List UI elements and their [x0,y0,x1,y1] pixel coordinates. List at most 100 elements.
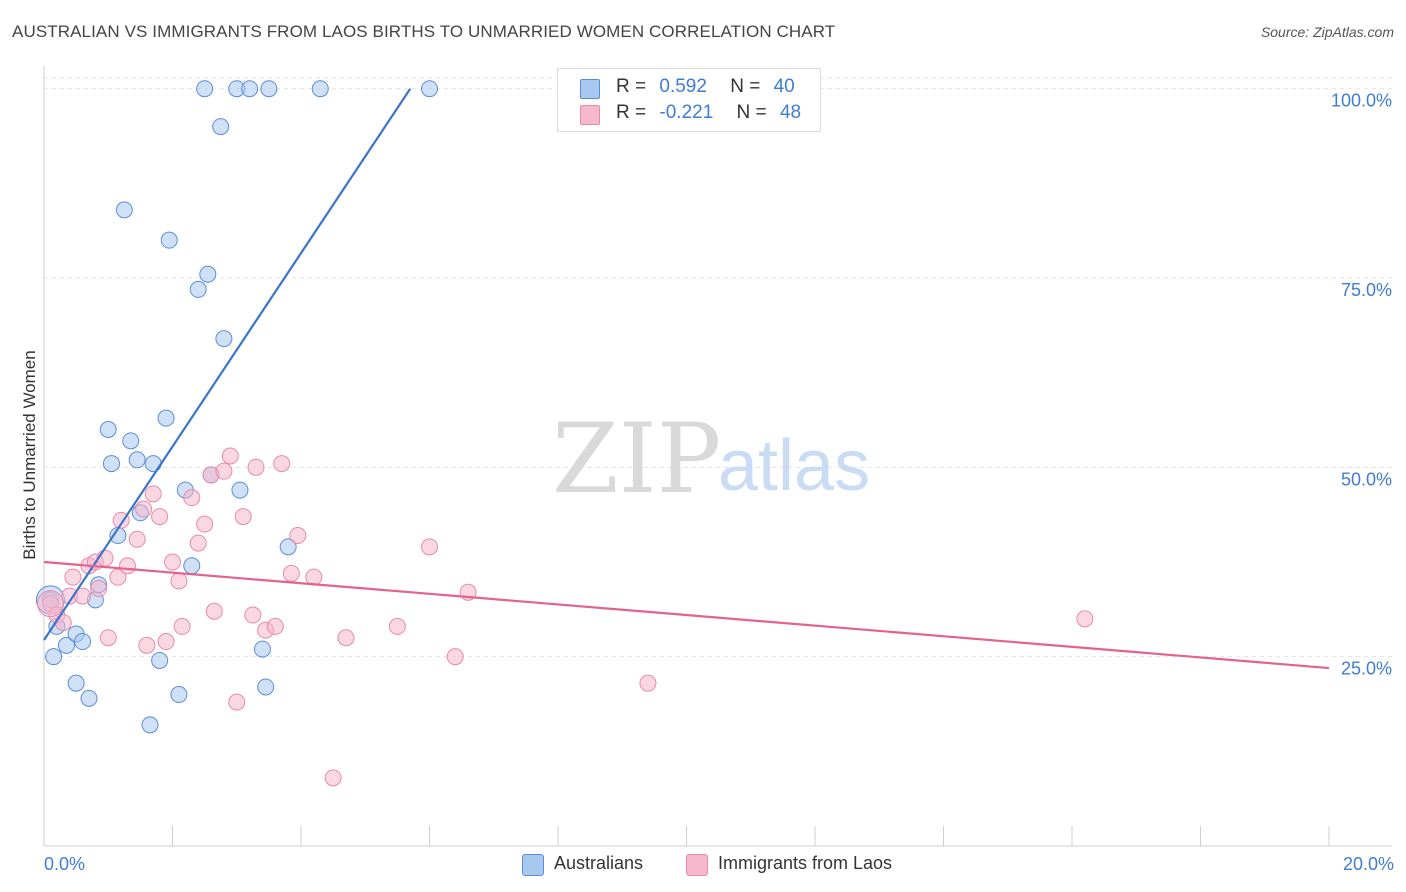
data-point [282,564,300,582]
data-point [212,118,230,136]
legend-n-label: N = [736,102,767,123]
data-point [74,633,92,651]
data-point [173,617,191,635]
data-point [196,80,214,98]
data-point [273,455,291,473]
data-point [57,636,75,654]
data-point [67,674,85,692]
x-tick-label-left: 0.0% [44,854,85,874]
legend-swatch-blue [580,79,600,99]
data-point [128,530,146,548]
data-point [170,686,188,704]
data-point [122,432,140,450]
legend-n-value: 40 [773,76,795,97]
data-point [337,629,355,647]
data-point [234,508,252,526]
data-point-cluster [36,590,64,618]
data-point [102,455,120,473]
legend-swatch-blue [522,854,544,876]
y-tick-label: 75.0% [1341,280,1392,300]
data-point [90,580,108,598]
data-point [64,568,82,586]
trend-lines [43,88,1330,670]
data-point [45,648,63,666]
y-tick-label: 100.0% [1331,91,1392,111]
series-immigrants-from-laos [36,447,1094,787]
data-point [170,572,188,590]
data-point [135,500,153,518]
data-point [151,651,169,669]
data-point [279,538,297,556]
data-point [421,80,438,98]
data-point [247,458,265,476]
data-point [260,80,278,98]
data-point [228,693,246,711]
legend-r-label: R = [616,102,647,123]
watermark: ZIP atlas [552,403,870,515]
data-point [157,409,175,427]
data-point [80,689,98,707]
data-point [157,633,175,651]
data-point [289,527,307,545]
legend-label-laos: Immigrants from Laos [718,853,893,873]
y-tick-label: 25.0% [1341,659,1392,679]
data-point [183,557,201,575]
series-australians [35,80,438,734]
data-point [54,614,72,632]
legend-r-label: R = [616,76,647,97]
tick-labels: 25.0% 50.0% 75.0% 100.0% 0.0% 20.0% [44,91,1394,874]
y-tick-label: 50.0% [1341,469,1392,489]
grid-lines [44,77,1392,658]
data-point [311,80,329,98]
source-label: Source: ZipAtlas.com [1260,24,1394,40]
correlation-legend: R = 0.592 N = 40 R = -0.221 N = 48 [557,68,821,132]
data-point [215,462,233,480]
data-point [138,636,156,654]
data-point [119,557,137,575]
data-point [115,201,133,219]
data-point [231,481,249,499]
chart-title: AUSTRALIAN VS IMMIGRANTS FROM LAOS BIRTH… [12,22,836,41]
legend-r-value: -0.221 [659,102,714,123]
data-point [241,80,259,98]
data-point [74,587,92,605]
series-legend: Australians Immigrants from Laos [0,852,1406,878]
data-point [257,678,275,696]
data-point [215,330,233,348]
data-point [199,265,217,283]
data-point [253,640,271,658]
watermark-atlas: atlas [718,426,870,506]
data-point [266,617,284,635]
data-point [244,606,262,624]
data-point [99,420,117,438]
data-point [421,538,438,556]
data-point [151,508,169,526]
data-point [144,455,162,473]
legend-r-value: 0.592 [659,76,707,97]
data-point [160,231,178,249]
data-point [196,515,214,533]
trend-line [43,88,412,641]
data-point [388,617,406,635]
legend-n-label: N = [730,76,761,97]
data-point [324,769,342,787]
data-point [144,485,162,503]
legend-n-value: 48 [779,102,802,123]
x-tick-label-right: 20.0% [1343,854,1394,874]
data-point [205,602,223,620]
legend-label-australians: Australians [554,853,644,873]
data-point [164,553,181,571]
trend-line [43,560,1330,670]
data-point [446,648,464,666]
data-point [128,451,146,469]
watermark-zip: ZIP [552,403,721,515]
axes [43,66,1392,847]
data-point [1076,610,1094,628]
legend-swatch-pink [686,854,708,876]
data-point [99,629,117,647]
data-point [189,280,207,298]
data-point [183,489,201,507]
data-point [189,534,207,552]
legend-swatch-pink [580,105,600,125]
